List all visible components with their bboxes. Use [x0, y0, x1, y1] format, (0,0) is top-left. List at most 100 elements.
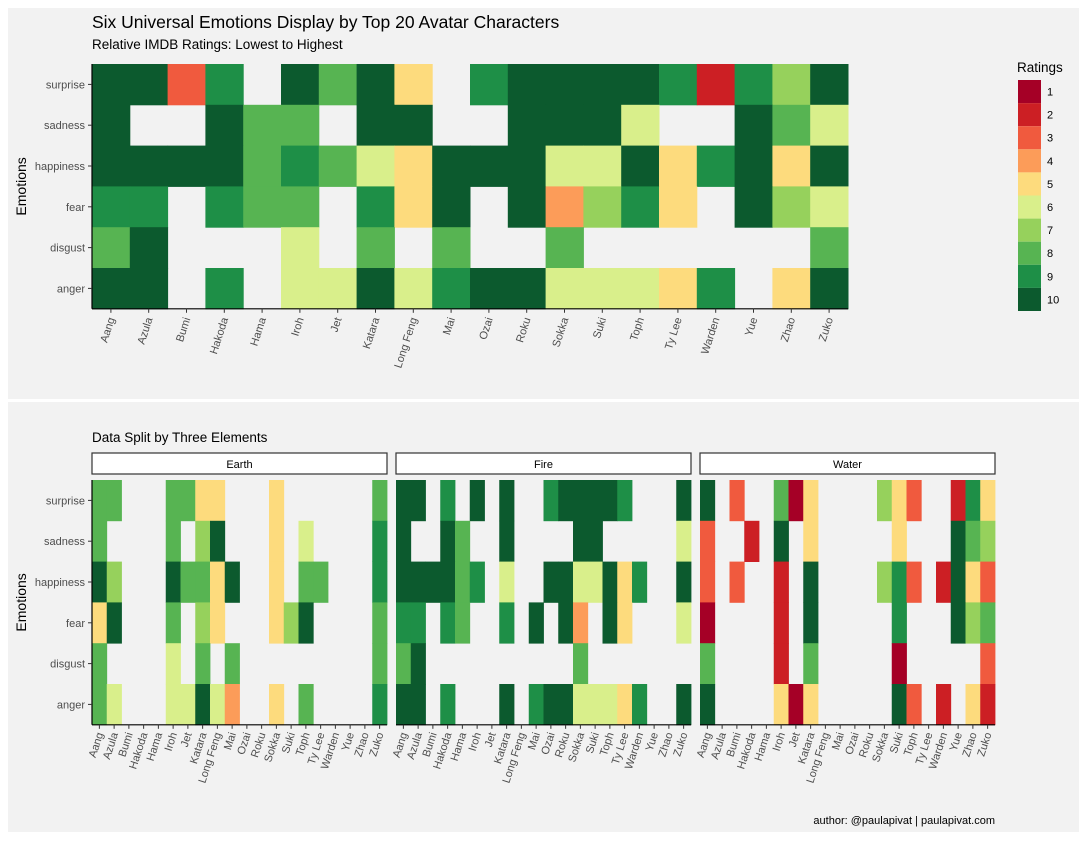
heatmap-cell: [602, 684, 618, 726]
heatmap-cell: [455, 520, 471, 562]
heatmap-cell: [950, 520, 966, 562]
heatmap-cell: [394, 64, 433, 106]
heatmap-cell: [545, 186, 584, 228]
heatmap-cell: [92, 480, 108, 522]
heatmap-cell: [545, 104, 584, 147]
heatmap-cell: [243, 104, 282, 147]
heatmap-cell: [440, 602, 456, 644]
x-tick-label: Jet: [787, 731, 803, 749]
y-tick-label: happiness: [35, 577, 86, 589]
heatmap-cell: [573, 602, 589, 644]
heatmap-cell: [573, 561, 589, 603]
heatmap-cell: [92, 520, 108, 562]
heatmap-cell: [283, 602, 299, 644]
heatmap-cell: [298, 561, 314, 603]
heatmap-cell: [396, 684, 412, 726]
heatmap-cell: [810, 227, 849, 269]
heatmap-cell: [891, 520, 907, 562]
heatmap-cell: [180, 561, 196, 603]
legend-label: 8: [1047, 248, 1053, 260]
heatmap-cell: [950, 602, 966, 644]
heatmap-cell: [394, 145, 433, 187]
heatmap-cell: [356, 145, 395, 187]
heatmap-cell: [773, 684, 789, 726]
heatmap-cell: [980, 480, 996, 522]
heatmap-cell: [180, 480, 196, 522]
heatmap-cell: [372, 561, 388, 603]
heatmap-cell: [744, 520, 760, 562]
y-tick-label: surprise: [46, 79, 85, 91]
heatmap-cell: [318, 145, 358, 187]
heatmap-cell: [440, 480, 456, 522]
heatmap-cell: [372, 480, 388, 522]
heatmap-cell: [243, 145, 282, 187]
heatmap-cell: [167, 145, 206, 187]
heatmap-cell: [700, 480, 716, 522]
heatmap-cell: [195, 561, 211, 603]
legend-swatch: [1018, 172, 1041, 196]
heatmap-cell: [803, 684, 819, 726]
heatmap-cell: [396, 561, 412, 603]
heatmap-cell: [507, 104, 547, 147]
heatmap-cell: [469, 480, 485, 522]
heatmap-cell: [410, 684, 426, 726]
heatmap-cell: [210, 684, 226, 726]
heatmap-cell: [659, 186, 698, 228]
heatmap-cell: [165, 643, 181, 685]
heatmap-cell: [180, 684, 196, 726]
heatmap-cell: [772, 145, 811, 187]
heatmap-cell: [356, 64, 395, 106]
x-tick-label: Mai: [526, 731, 543, 752]
heatmap-cell: [659, 145, 698, 187]
heatmap-cell: [440, 684, 456, 726]
heatmap-cell: [965, 602, 981, 644]
heatmap-cell: [106, 684, 122, 726]
legend-swatch: [1018, 126, 1041, 150]
heatmap-cell: [92, 145, 131, 187]
facet-panel-earth: EarthAangAzulaBumiHakodaHamaIrohJetKatar…: [87, 452, 388, 785]
heatmap-cell: [396, 520, 412, 562]
heatmap-cell: [659, 268, 698, 310]
heatmap-cell: [224, 643, 240, 685]
facet-panel-water: WaterAangAzulaBumiHakodaHamaIrohJetKatar…: [695, 452, 996, 785]
heatmap-cell: [558, 684, 574, 726]
heatmap-cell: [980, 684, 996, 726]
heatmap-cell: [396, 480, 412, 522]
heatmap-cell: [587, 480, 603, 522]
heatmap-cell: [396, 602, 412, 644]
heatmap-cell: [92, 104, 131, 147]
heatmap-cell: [773, 602, 789, 644]
heatmap-cell: [573, 643, 589, 685]
heatmap-cell: [92, 561, 108, 603]
heatmap-cell: [165, 480, 181, 522]
heatmap-cell: [165, 561, 181, 603]
heatmap-cell: [810, 64, 849, 106]
heatmap-cell: [313, 561, 329, 603]
legend-swatch: [1018, 264, 1041, 288]
heatmap-cell: [394, 104, 433, 147]
heatmap-cell: [558, 561, 574, 603]
heatmap-cell: [205, 64, 244, 106]
heatmap-cell: [165, 602, 181, 644]
heatmap-cell: [965, 561, 981, 603]
heatmap-cell: [440, 561, 456, 603]
heatmap-cell: [632, 684, 648, 726]
heatmap-cell: [106, 561, 122, 603]
heatmap-cell: [528, 684, 544, 726]
heatmap-cell: [659, 64, 698, 106]
heatmap-cell: [906, 480, 922, 522]
heatmap-cell: [298, 520, 314, 562]
heatmap-cell: [499, 684, 515, 726]
heatmap-cell: [891, 561, 907, 603]
heatmap-cell: [906, 684, 922, 726]
y-tick-label: happiness: [35, 161, 86, 173]
heatmap-cell: [810, 268, 849, 310]
heatmap-cell: [803, 520, 819, 562]
heatmap-cell: [583, 104, 622, 147]
heatmap-cell: [573, 684, 589, 726]
heatmap-cell: [499, 602, 515, 644]
heatmap-cell: [583, 64, 622, 106]
heatmap-cell: [803, 480, 819, 522]
heatmap-cell: [617, 602, 633, 644]
heatmap-cell: [298, 684, 314, 726]
